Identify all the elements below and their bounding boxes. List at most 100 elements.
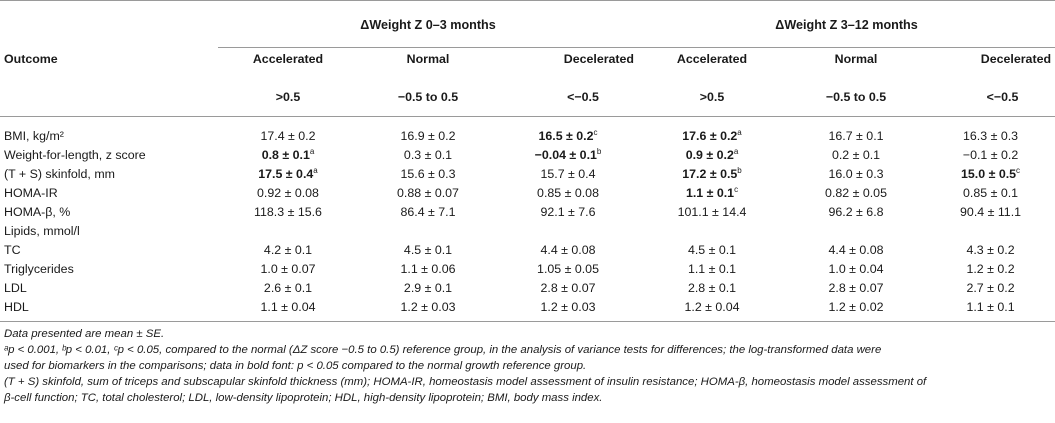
significance-marker: c: [593, 127, 598, 137]
cell-value: 4.4 ± 0.08: [828, 243, 884, 258]
footnote-line: used for biomarkers in the comparisons; …: [4, 360, 587, 373]
cell-value: 16.3 ± 0.3: [963, 128, 1019, 143]
table-row: (T + S) skinfold, mm 17.5 ± 0.4a 15.6 ± 0.…: [0, 164, 1055, 183]
cell-value: 1.2 ± 0.2: [966, 262, 1015, 277]
table-cell: 4.5 ± 0.1: [358, 241, 498, 260]
table-cell: 1.0 ± 0.07: [218, 260, 358, 279]
cell-value: 0.3 ± 0.1: [403, 147, 453, 162]
table-footnotes: Data presented are mean ± SE. ᵃp < 0.001…: [4, 326, 1049, 406]
cell-value: 1.2 ± 0.03: [540, 300, 596, 315]
table-cell: 1.0 ± 0.04: [786, 260, 926, 279]
table-cell: 0.8 ± 0.1a: [218, 145, 358, 164]
table-cell: 16.9 ± 0.2: [358, 126, 498, 145]
table-cell: 2.8 ± 0.07: [786, 279, 926, 298]
subheader-normal-1: Normal: [406, 52, 450, 66]
table-cell: 86.4 ± 7.1: [358, 202, 498, 221]
cell-value: 118.3 ± 15.6: [254, 204, 322, 219]
cell-value: 15.7 ± 0.4: [540, 166, 596, 181]
range-normal-1: −0.5 to 0.5: [358, 78, 498, 117]
cell-value: 4.5 ± 0.1: [403, 243, 453, 258]
cell-value: −0.1 ± 0.2: [962, 147, 1019, 162]
row-label: Triglycerides: [4, 262, 74, 277]
table-cell: −0.1 ± 0.2: [926, 145, 1055, 164]
cell-value: 16.9 ± 0.2: [400, 128, 456, 143]
cell-value: 2.9 ± 0.1: [403, 281, 453, 296]
table-cell: 17.4 ± 0.2: [218, 126, 358, 145]
subheader-accelerated-1: Accelerated: [252, 52, 324, 66]
row-label: LDL: [4, 281, 27, 296]
table-cell: −0.04 ± 0.1b: [498, 145, 638, 164]
cell-value: 15.0 ± 0.5: [961, 166, 1017, 181]
table-cell: 4.3 ± 0.2: [926, 241, 1055, 260]
subheader-normal-2: Normal: [834, 52, 878, 66]
table-cell: 15.0 ± 0.5c: [926, 164, 1055, 183]
table-cell: 90.4 ± 11.1: [926, 202, 1055, 221]
cell-value: 0.85 ± 0.1: [963, 185, 1019, 200]
cell-value: 1.0 ± 0.07: [260, 262, 316, 277]
group-header-3-12: ΔWeight Z 3–12 months: [638, 1, 1055, 48]
table-cell: 16.3 ± 0.3: [926, 126, 1055, 145]
table-cell: 15.6 ± 0.3: [358, 164, 498, 183]
table-row: HOMA-β, % 118.3 ± 15.6 86.4 ± 7.1 92.1 ± 7.…: [0, 202, 1055, 221]
table-cell: 4.5 ± 0.1: [638, 241, 786, 260]
footnote-line: (T + S) skinfold, sum of triceps and sub…: [4, 376, 927, 389]
table-cell: 0.2 ± 0.1: [786, 145, 926, 164]
table-cell: 0.85 ± 0.1: [926, 183, 1055, 202]
table-cell: 17.2 ± 0.5b: [638, 164, 786, 183]
table-cell: [498, 221, 638, 240]
table-cell: [358, 221, 498, 240]
table-cell: 1.2 ± 0.03: [498, 298, 638, 317]
table-cell: 16.7 ± 0.1: [786, 126, 926, 145]
cell-value: 1.1 ± 0.1: [685, 185, 735, 200]
table-cell: 96.2 ± 6.8: [786, 202, 926, 221]
table-cell: 1.1 ± 0.1c: [638, 183, 786, 202]
cell-value: 0.8 ± 0.1: [261, 147, 310, 162]
row-label: HDL: [4, 300, 29, 315]
significance-marker: a: [309, 146, 315, 156]
cell-value: 1.2 ± 0.02: [828, 300, 884, 315]
table-cell: 2.8 ± 0.07: [498, 279, 638, 298]
table-cell: 16.0 ± 0.3: [786, 164, 926, 183]
range-spacer: [0, 78, 218, 117]
top-rule: [0, 0, 1055, 1]
table-cell: 2.7 ± 0.2: [926, 279, 1055, 298]
table-cell: 15.7 ± 0.4: [498, 164, 638, 183]
table-cell: 4.4 ± 0.08: [786, 241, 926, 260]
table-row: Triglycerides 1.0 ± 0.07 1.1 ± 0.06 1.05 ± …: [0, 260, 1055, 279]
subheader-accelerated-2: Accelerated: [676, 52, 748, 66]
table-cell: 16.5 ± 0.2c: [498, 126, 638, 145]
cell-value: 15.6 ± 0.3: [400, 166, 456, 181]
cell-value: 17.4 ± 0.2: [260, 128, 316, 143]
row-label: HOMA-IR: [4, 185, 58, 200]
table-cell: 0.92 ± 0.08: [218, 183, 358, 202]
cell-value: 2.8 ± 0.07: [828, 281, 884, 296]
table-cell: 101.1 ± 14.4: [638, 202, 786, 221]
cell-value: 2.8 ± 0.07: [540, 281, 596, 296]
table-cell: 1.1 ± 0.06: [358, 260, 498, 279]
results-table: ΔWeight Z 0–3 months ΔWeight Z 3–12 mont…: [0, 1, 1055, 322]
table-cell: 4.4 ± 0.08: [498, 241, 638, 260]
table-cell: 1.2 ± 0.2: [926, 260, 1055, 279]
table-cell: 1.2 ± 0.02: [786, 298, 926, 317]
footnote-line: Data presented are mean ± SE.: [4, 328, 165, 340]
table-cell: 1.2 ± 0.03: [358, 298, 498, 317]
significance-marker: c: [1016, 165, 1021, 175]
significance-marker: b: [737, 165, 742, 175]
row-label: TC: [4, 243, 21, 258]
cell-value: −0.04 ± 0.1: [534, 147, 597, 162]
cell-value: 4.5 ± 0.1: [687, 243, 737, 258]
footnote-line: β-cell function; TC, total cholesterol; …: [4, 392, 603, 405]
range-normal-2: −0.5 to 0.5: [786, 78, 927, 117]
significance-marker: b: [596, 146, 602, 156]
table-row: BMI, kg/m² 17.4 ± 0.2 16.9 ± 0.2 16.5 ± 0.2…: [0, 126, 1055, 145]
cell-value: 101.1 ± 14.4: [677, 204, 747, 219]
cell-value: 0.82 ± 0.05: [825, 185, 887, 200]
cell-value: 17.2 ± 0.5: [682, 166, 738, 181]
bottom-rule: [0, 316, 1055, 322]
table-cell: 0.85 ± 0.08: [498, 183, 638, 202]
subheader-decelerated-2: Decelerated: [980, 52, 1052, 66]
table-row: Lipids, mmol/l: [0, 221, 1055, 240]
cell-value: 0.92 ± 0.08: [257, 185, 319, 200]
cell-value: 1.1 ± 0.1: [966, 300, 1015, 315]
